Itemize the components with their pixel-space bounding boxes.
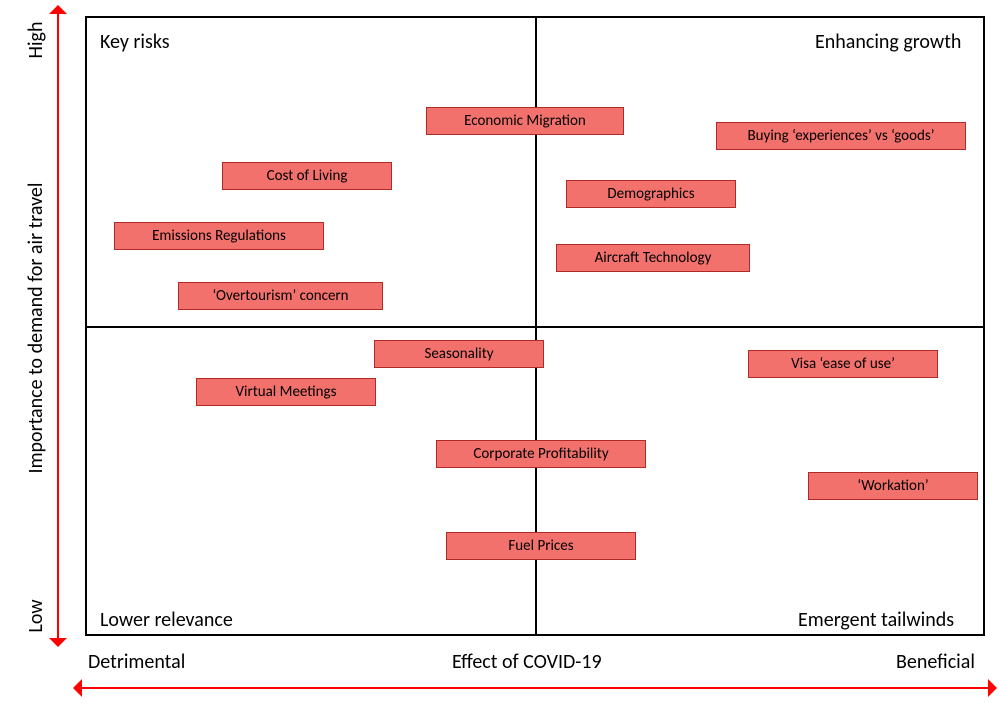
item-seasonality: Seasonality bbox=[374, 340, 544, 368]
item-virtual-meetings: Virtual Meetings bbox=[196, 378, 376, 406]
quadrant-label-top-left: Key risks bbox=[100, 30, 170, 54]
item-aircraft-technology: Aircraft Technology bbox=[556, 244, 750, 272]
x-axis-caption: Effect of COVID-19 bbox=[452, 650, 602, 674]
item-overtourism-concern: ‘Overtourism’ concern bbox=[178, 282, 383, 310]
quadrant-label-bottom-left: Lower relevance bbox=[100, 608, 233, 632]
item-corporate-profitability: Corporate Profitability bbox=[436, 440, 646, 468]
quadrant-label-top-right: Enhancing growth bbox=[815, 30, 961, 54]
quadrant-divider-horizontal bbox=[85, 326, 985, 328]
y-axis-caption: Importance to demand for air travel bbox=[24, 128, 48, 528]
item-cost-of-living: Cost of Living bbox=[222, 162, 392, 190]
item-fuel-prices: Fuel Prices bbox=[446, 532, 636, 560]
x-axis-label-right: Beneficial bbox=[896, 650, 975, 674]
quadrant-diagram: Key risks Enhancing growth Lower relevan… bbox=[0, 0, 1000, 714]
x-axis-label-left: Detrimental bbox=[88, 650, 185, 674]
item-visa-ease-of-use: Visa ‘ease of use’ bbox=[748, 350, 938, 378]
quadrant-label-bottom-right: Emergent tailwinds bbox=[798, 608, 954, 632]
item-emissions-regulations: Emissions Regulations bbox=[114, 222, 324, 250]
item-workation: ‘Workation’ bbox=[808, 472, 978, 500]
item-economic-migration: Economic Migration bbox=[426, 107, 624, 135]
item-demographics: Demographics bbox=[566, 180, 736, 208]
item-buying-experiences: Buying ‘experiences’ vs ‘goods’ bbox=[716, 122, 966, 150]
